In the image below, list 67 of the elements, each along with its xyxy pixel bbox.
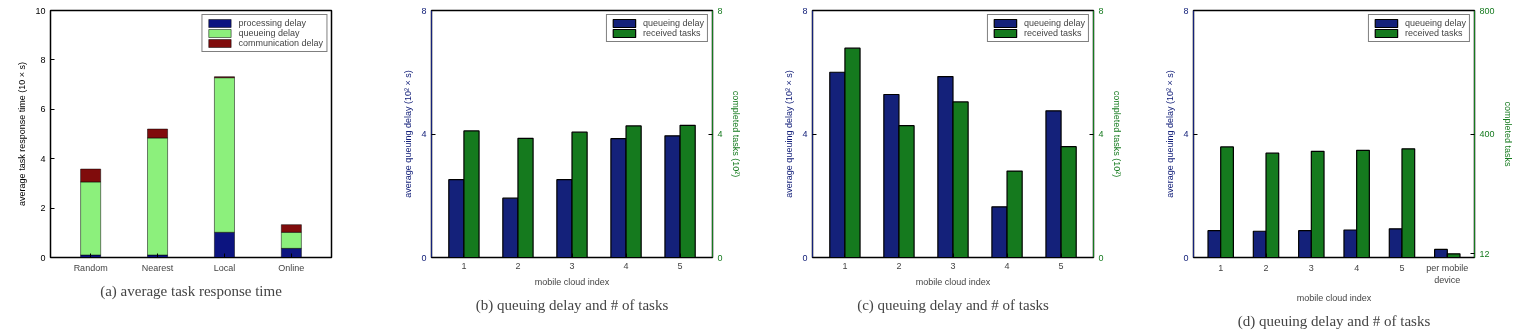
text: (c) queuing delay and # of tasks bbox=[857, 296, 1049, 314]
x-tick-label: 5 bbox=[677, 260, 683, 271]
x-tick-label: 1 bbox=[1218, 262, 1224, 273]
y-tick-label: 4 bbox=[802, 129, 808, 139]
x-tick-label: 2 bbox=[1263, 262, 1269, 273]
x-tick-label: 4 bbox=[1354, 262, 1360, 273]
legend-label: queueing delay bbox=[238, 28, 300, 38]
y2-axis-title: completed tasks bbox=[1502, 101, 1513, 168]
y-tick-label: 0 bbox=[40, 252, 46, 263]
y2-tick-label: 800 bbox=[1479, 5, 1495, 16]
legend-label: processing delay bbox=[238, 18, 306, 28]
y2-tick-label: 8 bbox=[717, 5, 723, 16]
x-axis-title: mobile cloud index bbox=[1296, 292, 1372, 303]
x-tick-label: 5 bbox=[1399, 262, 1405, 273]
y-tick-label: 10 bbox=[35, 5, 46, 16]
x-axis-title: mobile cloud index bbox=[534, 276, 610, 287]
text: (d) queuing delay and # of tasks bbox=[1237, 312, 1431, 330]
y-tick-label: 4 bbox=[1183, 129, 1189, 139]
y-tick-label: 8 bbox=[802, 5, 808, 16]
y-axis-title: average queuing delay (10² × s) bbox=[784, 70, 795, 198]
y-tick-label: 8 bbox=[40, 54, 46, 65]
x-tick-label: 2 bbox=[896, 260, 902, 271]
y2-axis-title: completed tasks (10²) bbox=[730, 90, 741, 178]
legend-label: queueing delay bbox=[1404, 18, 1466, 28]
y2-axis-title: completed tasks (10²) bbox=[1111, 90, 1122, 178]
x-tick-label: 3 bbox=[569, 260, 575, 271]
y-tick-label: 4 bbox=[40, 153, 46, 164]
y2-tick-label: 0 bbox=[717, 252, 723, 263]
x-tick-label: 4 bbox=[1004, 260, 1010, 271]
y2-tick-label: 400 bbox=[1479, 129, 1495, 139]
y2-tick-label: 0 bbox=[1098, 252, 1104, 263]
y-tick-label: 0 bbox=[1183, 252, 1189, 263]
y-tick-label: 2 bbox=[40, 203, 46, 214]
x-tick-label: 3 bbox=[950, 260, 956, 271]
y-tick-label: 8 bbox=[421, 5, 427, 16]
legend-label: queueing delay bbox=[642, 18, 704, 28]
x-tick-label: per mobile device bbox=[1426, 262, 1469, 285]
legend-label: received tasks bbox=[642, 28, 701, 38]
y-tick-label: 6 bbox=[40, 104, 46, 115]
x-tick-label: 2 bbox=[515, 260, 521, 271]
legend-label: received tasks bbox=[1404, 28, 1463, 38]
text: (a) average task response time bbox=[100, 282, 283, 300]
x-tick-label: 3 bbox=[1308, 262, 1314, 273]
y-tick-label: 4 bbox=[421, 129, 427, 139]
x-tick-label: Local bbox=[213, 262, 236, 273]
y2-tick-label: 8 bbox=[1098, 5, 1104, 16]
text: (b) queuing delay and # of tasks bbox=[475, 296, 669, 314]
legend-label: queueing delay bbox=[1023, 18, 1085, 28]
x-tick-label: Nearest bbox=[141, 262, 174, 273]
y-tick-label: 0 bbox=[802, 252, 808, 263]
legend-label: communication delay bbox=[238, 38, 323, 48]
x-axis-title: mobile cloud index bbox=[915, 276, 991, 287]
legend-label: received tasks bbox=[1023, 28, 1082, 38]
y-axis-title: average queuing delay (10² × s) bbox=[403, 70, 414, 198]
x-tick-label: Online bbox=[278, 262, 305, 273]
x-tick-label: 1 bbox=[842, 260, 848, 271]
y2-tick-label: 12 bbox=[1479, 248, 1490, 259]
y-axis-title: average queuing delay (10² × s) bbox=[1165, 70, 1176, 198]
x-tick-label: Random bbox=[73, 262, 108, 273]
y2-tick-label: 4 bbox=[717, 129, 723, 139]
y-tick-label: 0 bbox=[421, 252, 427, 263]
x-tick-label: 5 bbox=[1058, 260, 1064, 271]
y-axis-title: average task response time (10 × s) bbox=[17, 62, 28, 206]
x-tick-label: 1 bbox=[461, 260, 467, 271]
x-tick-label: 4 bbox=[623, 260, 629, 271]
y-tick-label: 8 bbox=[1183, 5, 1189, 16]
y2-tick-label: 4 bbox=[1098, 129, 1104, 139]
